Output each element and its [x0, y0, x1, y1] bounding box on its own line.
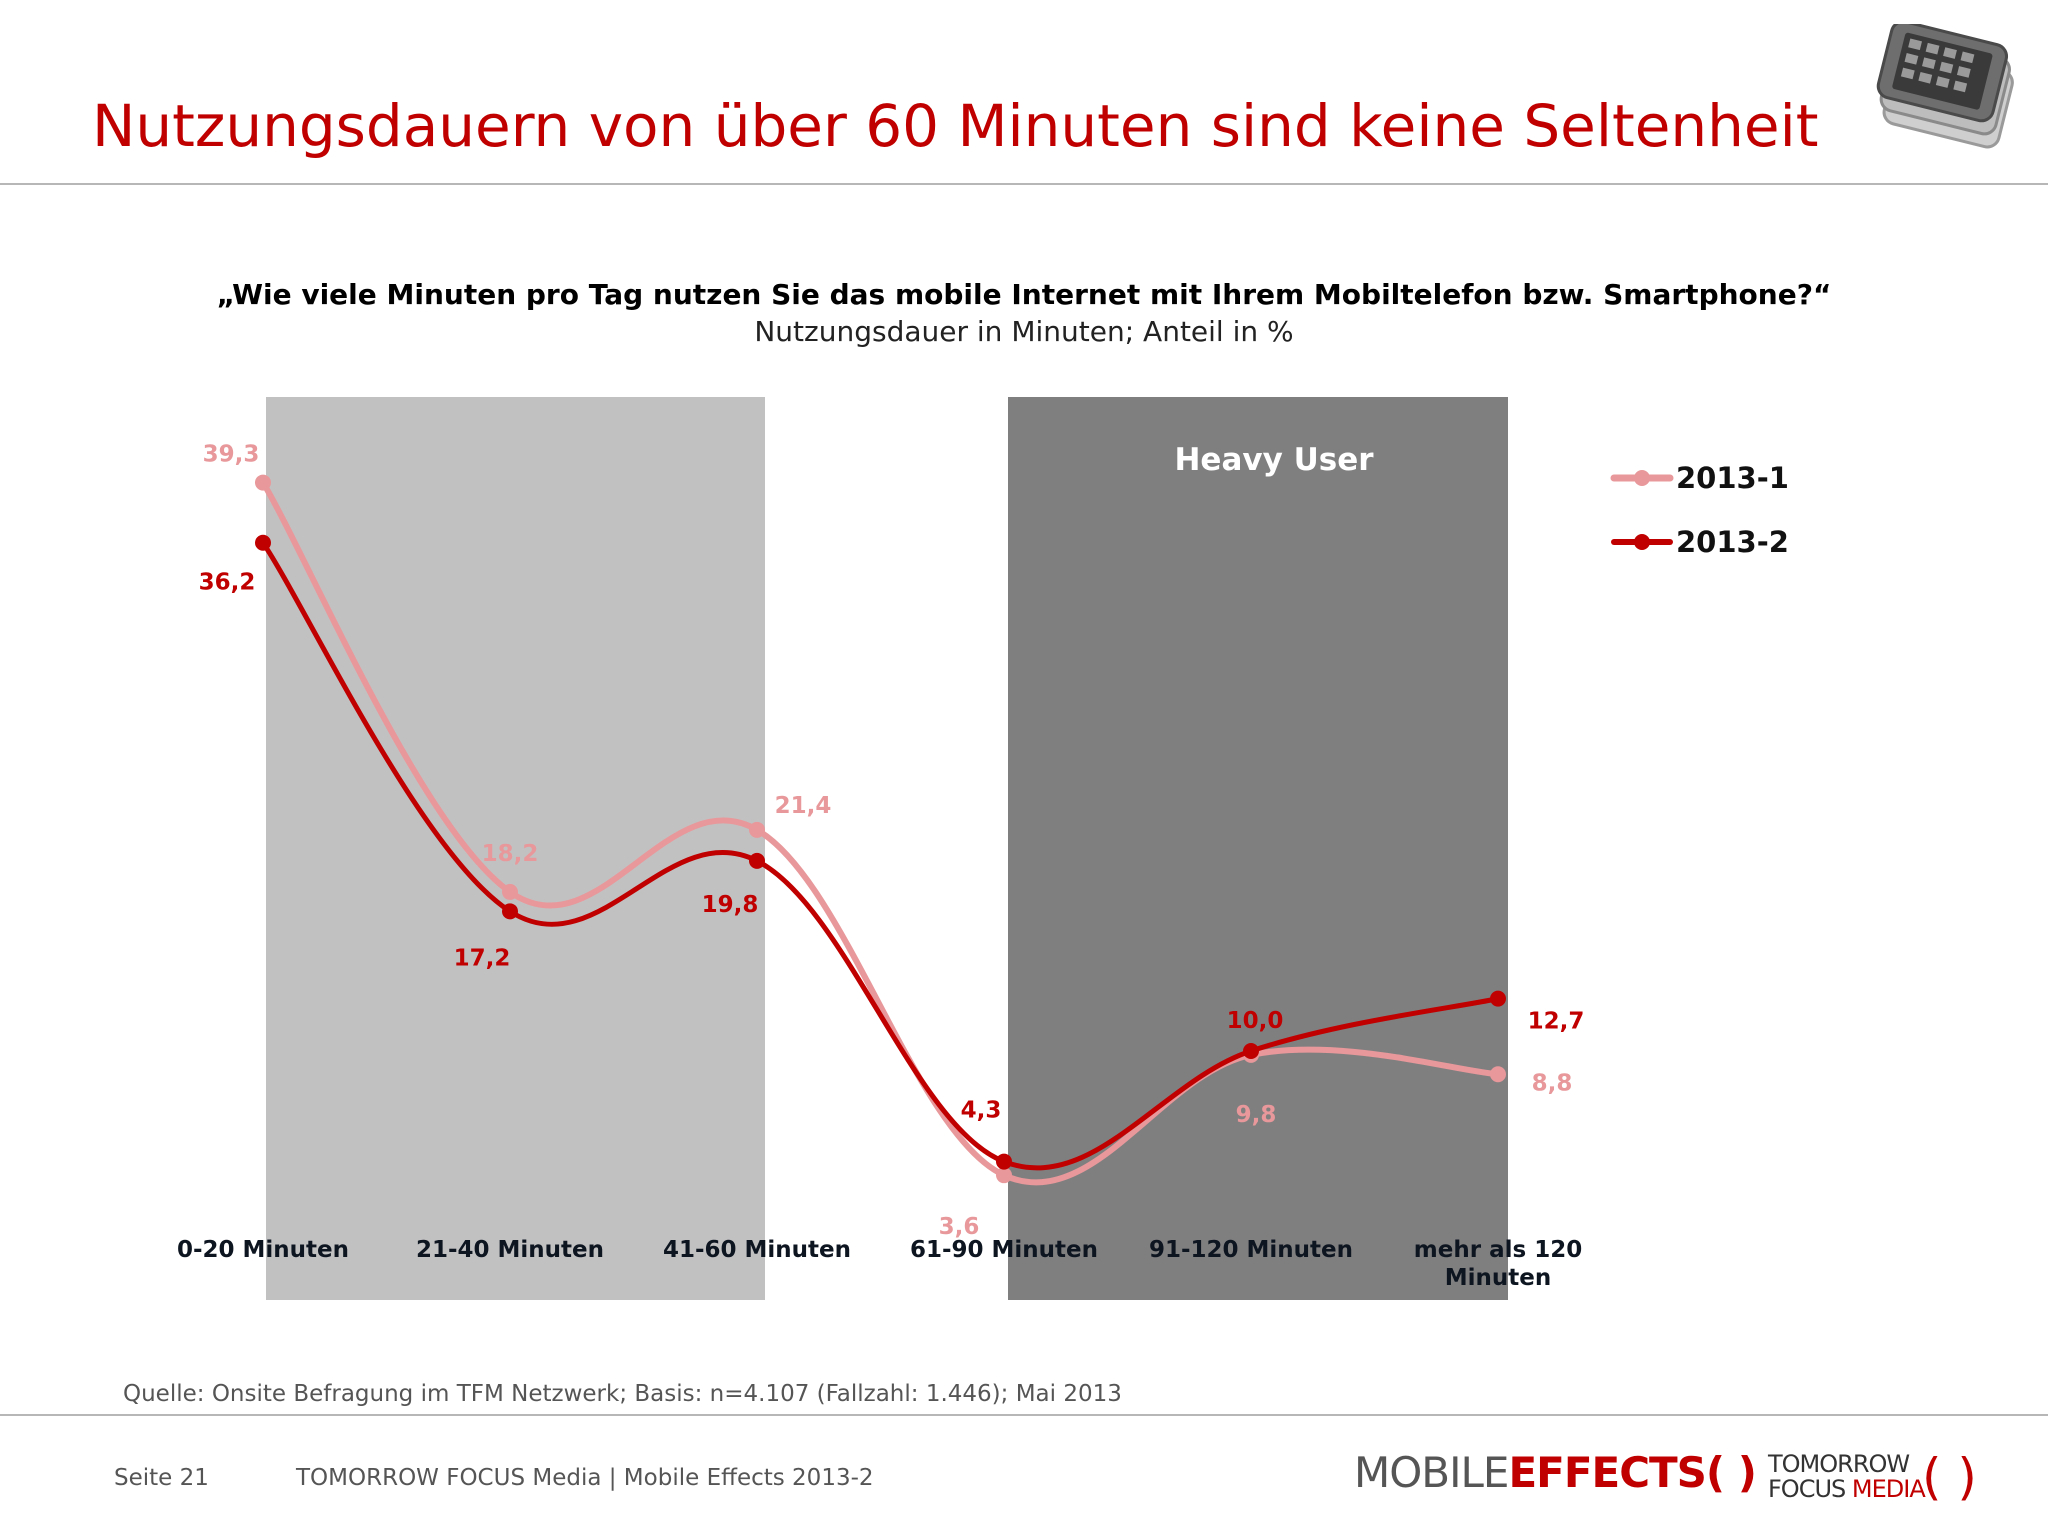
data-label-2013-1-4: 9,8	[1236, 1102, 1277, 1128]
footer-divider	[0, 1414, 2048, 1416]
logo-tfm-focus: FOCUS	[1768, 1475, 1852, 1503]
logo-tfm-media: MEDIA	[1851, 1475, 1926, 1503]
category-label-5: mehr als 120	[1414, 1237, 1582, 1263]
data-point-2013-2-5	[1490, 990, 1506, 1007]
data-label-2013-1-0: 39,3	[203, 442, 260, 468]
logo-tfm-paren: ( )	[1922, 1448, 1977, 1506]
data-label-2013-2-4: 10,0	[1227, 1008, 1284, 1034]
data-point-2013-1-2	[749, 821, 765, 838]
data-label-2013-2-1: 17,2	[454, 945, 511, 971]
data-label-2013-2-0: 36,2	[199, 570, 256, 596]
smartphone-stack-icon	[1862, 20, 2032, 168]
category-label-3: 61-90 Minuten	[910, 1237, 1098, 1263]
data-point-2013-2-1	[502, 903, 518, 920]
legend-label-2013-2: 2013-2	[1676, 525, 1789, 559]
category-label-5-line2: Minuten	[1445, 1265, 1552, 1291]
header-divider	[0, 183, 2048, 185]
logo-effects-text: EFFECTS	[1508, 1448, 1706, 1497]
category-label-0: 0-20 Minuten	[177, 1237, 349, 1263]
mobile-effects-logo: MOBILEEFFECTS( )	[1354, 1448, 1757, 1504]
tomorrow-focus-media-logo: TOMORROW FOCUS MEDIA	[1768, 1450, 1926, 1503]
data-point-2013-2-2	[749, 852, 765, 869]
data-point-2013-1-3	[996, 1167, 1012, 1184]
category-label-2: 41-60 Minuten	[663, 1237, 851, 1263]
shaded-band-0	[266, 397, 765, 1300]
logo-paren: ( )	[1705, 1448, 1757, 1497]
data-point-2013-2-3	[996, 1153, 1012, 1170]
legend-marker-2013-2	[1634, 534, 1650, 550]
band-label-heavy-user: Heavy User	[1174, 442, 1374, 478]
chart-title: „Wie viele Minuten pro Tag nutzen Sie da…	[216, 278, 1832, 311]
chart-subtitle: Nutzungsdauer in Minuten; Anteil in %	[754, 315, 1294, 348]
category-label-4: 91-120 Minuten	[1149, 1237, 1353, 1263]
data-point-2013-2-0	[255, 534, 271, 551]
page-number: Seite 21	[114, 1465, 209, 1491]
shaded-band-1	[1008, 397, 1508, 1300]
logo-tfm-line2: FOCUS MEDIA	[1768, 1475, 1926, 1503]
data-label-2013-1-1: 18,2	[482, 841, 539, 867]
category-label-1: 21-40 Minuten	[416, 1237, 604, 1263]
legend-label-2013-1: 2013-1	[1676, 461, 1789, 495]
data-label-2013-2-2: 19,8	[702, 892, 759, 918]
data-label-2013-1-5: 8,8	[1532, 1070, 1573, 1096]
page-title: Nutzungsdauern von über 60 Minuten sind …	[92, 92, 1819, 160]
data-point-2013-1-1	[502, 883, 518, 900]
data-point-2013-2-4	[1243, 1043, 1259, 1059]
logo-tfm-line1: TOMORROW	[1768, 1450, 1910, 1478]
legend-marker-2013-1	[1634, 470, 1650, 486]
data-label-2013-1-2: 21,4	[775, 793, 832, 819]
data-point-2013-1-5	[1490, 1066, 1506, 1083]
logo-mobile-text: MOBILE	[1354, 1448, 1509, 1497]
data-label-2013-1-3: 3,6	[939, 1214, 980, 1240]
data-point-2013-1-0	[255, 474, 271, 491]
line-chart: Heavy User 39,3 18,2 21,4 3,6 9,8 8,8 36,2 17,2 1…	[177, 397, 1789, 1300]
source-note: Quelle: Onsite Befragung im TFM Netzwerk…	[123, 1381, 1122, 1407]
data-label-2013-2-5: 12,7	[1528, 1009, 1585, 1035]
data-label-2013-2-3: 4,3	[961, 1098, 1002, 1124]
footer-company: TOMORROW FOCUS Media | Mobile Effects 20…	[296, 1465, 874, 1491]
